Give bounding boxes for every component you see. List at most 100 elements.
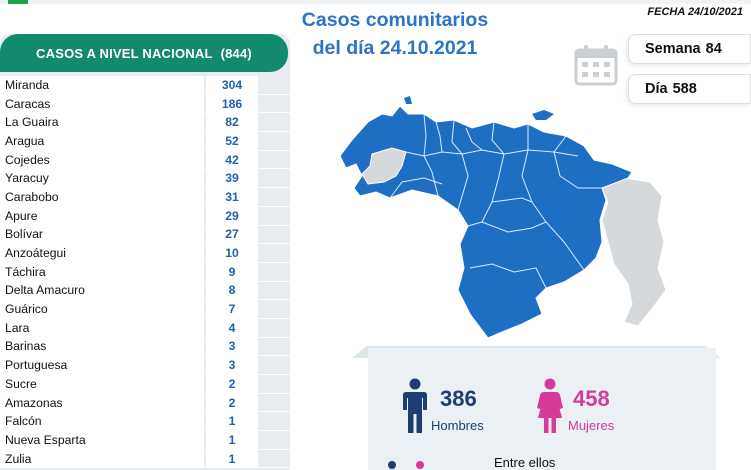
table-row: Amazonas 2 [0,393,290,413]
table-row: Cojedes 42 [0,150,290,170]
table-row: Zulia 1 [0,449,290,469]
state-name: Guárico [0,300,206,318]
cases-table-rows: Miranda 304 Caracas 186 La Guaira 82 Aragua 52 C… [0,76,290,469]
table-row: Caracas 186 [0,94,290,114]
men-count: 386 [440,386,477,411]
row-padding [258,412,290,431]
map-region-esequiba [599,177,667,327]
table-row: Lara 4 [0,318,290,338]
state-cases: 2 [206,393,258,412]
state-name: Cojedes [0,150,206,169]
state-cases: 304 [206,76,258,94]
row-padding [258,449,290,468]
map-region-lake [361,147,407,185]
row-padding [258,188,290,206]
cases-table-header-label: CASOS A NIVEL NACIONAL [36,45,213,61]
row-padding [258,113,290,132]
row-padding [258,375,290,393]
state-cases: 1 [206,431,258,449]
state-cases: 4 [206,318,258,337]
state-cases: 52 [206,132,258,150]
state-name: Carabobo [0,188,206,206]
row-padding [258,431,290,449]
row-padding [258,150,290,169]
state-cases: 29 [206,206,258,225]
row-padding [258,169,290,188]
row-padding [258,281,290,300]
top-strip-accent [8,0,28,4]
cases-table-header-count: (844) [220,45,252,61]
table-row: Anzoátegui 10 [0,244,290,263]
state-cases: 9 [206,262,258,281]
table-row: Delta Amacuro 8 [0,281,290,301]
state-name: Aragua [0,132,206,150]
state-name: Lara [0,318,206,337]
state-cases: 2 [206,375,258,393]
state-name: Portuguesa [0,356,206,374]
report-date: FECHA 24/10/2021 [647,6,743,18]
cases-table-header: CASOS A NIVEL NACIONAL (844) [0,34,288,72]
state-cases: 10 [206,244,258,262]
state-cases: 186 [206,94,258,113]
state-name: Apure [0,206,206,225]
table-row: Bolívar 27 [0,225,290,245]
top-strip [0,0,751,4]
women-icon-small [416,461,424,469]
semana-badge: Semana 84 [628,34,751,64]
table-row: Guárico 7 [0,300,290,319]
men-label: Hombres [431,418,484,433]
page-title: Casos comunitarios del día 24.10.2021 [292,6,498,62]
row-padding [258,356,290,374]
women-icon [537,378,563,433]
semana-value: 84 [705,41,722,57]
state-name: Barinas [0,337,206,356]
state-cases: 82 [206,113,258,132]
state-name: Falcón [0,412,206,431]
state-cases: 8 [206,281,258,300]
women-label: Mujeres [568,418,615,433]
table-row: Nueva Esparta 1 [0,431,290,450]
venezuela-map [339,96,667,339]
dia-value: 588 [672,81,697,97]
state-cases: 42 [206,150,258,169]
dia-badge: Día 588 [628,74,751,104]
state-cases: 1 [206,412,258,431]
row-padding [258,94,290,113]
state-name: Anzoátegui [0,244,206,262]
table-row: La Guaira 82 [0,113,290,133]
table-row: Táchira 9 [0,262,290,282]
state-cases: 31 [206,188,258,206]
state-cases: 3 [206,356,258,374]
calendar-icon [574,45,618,86]
table-row: Yaracuy 39 [0,169,290,189]
row-padding [258,132,290,150]
map-region-venezuela [339,105,633,339]
map-region-islet [404,96,412,104]
state-cases: 27 [206,225,258,244]
row-padding [258,244,290,262]
state-cases: 1 [206,449,258,468]
table-row: Barinas 3 [0,337,290,357]
table-row: Miranda 304 [0,76,290,95]
row-padding [258,318,290,337]
table-row: Sucre 2 [0,375,290,394]
state-name: Nueva Esparta [0,431,206,449]
table-row: Carabobo 31 [0,188,290,207]
row-padding [258,300,290,318]
table-row: Apure 29 [0,206,290,226]
state-name: Amazonas [0,393,206,412]
state-name: Delta Amacuro [0,281,206,300]
state-cases: 3 [206,337,258,356]
table-row: Portuguesa 3 [0,356,290,375]
row-padding [258,225,290,244]
state-name: Sucre [0,375,206,393]
state-cases: 7 [206,300,258,318]
dia-label: Día [645,81,668,97]
state-name: La Guaira [0,113,206,132]
row-padding [258,76,290,94]
page-title-line1: Casos comunitarios [301,9,489,31]
map-region-island [532,110,554,120]
state-name: Zulia [0,449,206,468]
state-name: Caracas [0,94,206,113]
women-count: 458 [573,386,610,411]
